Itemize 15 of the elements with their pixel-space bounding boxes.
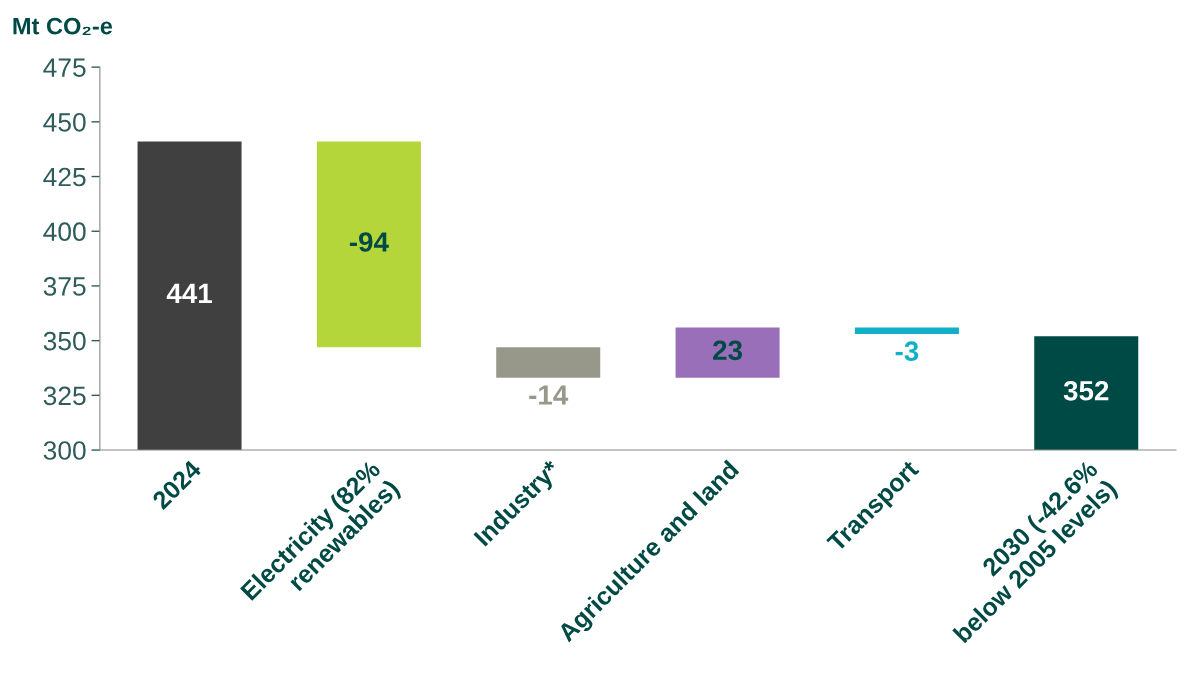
data-label: 352 [1063,380,1109,401]
y-tick-label: 400 [43,222,86,242]
data-label: -3 [895,341,919,362]
data-label: -14 [529,385,569,405]
y-tick-label: 350 [43,331,86,351]
data-label: 441 [166,283,212,303]
y-tick-label: 450 [43,112,86,132]
data-label: -94 [349,232,389,252]
y-axis-title: Mt CO₂-e [13,17,113,35]
y-tick-label: 375 [43,277,86,296]
y-tick-label: 325 [43,386,86,406]
y-tick-label: 300 [43,441,86,460]
y-tick-label: 425 [43,167,86,187]
data-label: 23 [713,340,743,361]
y-tick-label: 475 [43,58,86,77]
